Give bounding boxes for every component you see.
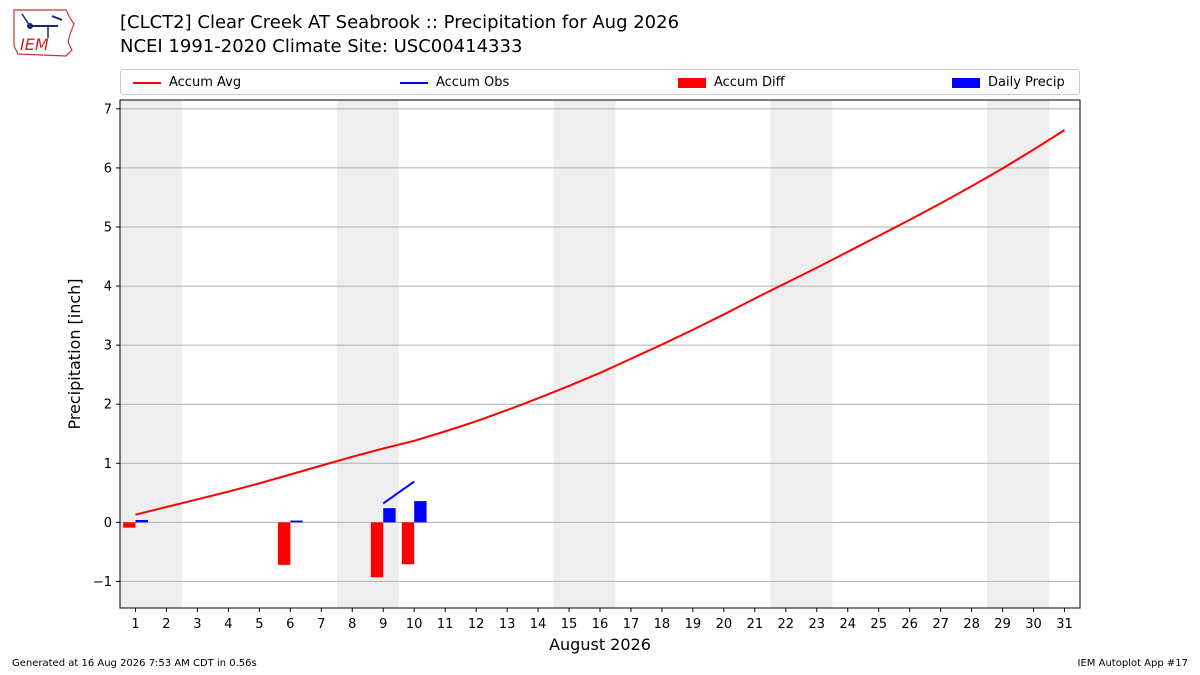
app-credit: IEM Autoplot App #17 [1077,658,1188,669]
x-tick-label-21: 22 [778,617,795,632]
legend-item-daily-precip: Daily Precip [952,74,1065,92]
x-tick-label-17: 18 [654,617,671,632]
chart-legend: Accum Avg Accum Obs Accum Diff Daily Pre… [120,69,1080,95]
accum-diff-bar-10 [401,522,415,565]
x-axis-label: August 2026 [549,635,651,654]
x-tick-label-28: 29 [994,617,1011,632]
x-tick-label-5: 6 [286,617,294,632]
legend-label-accum-obs: Accum Obs [436,75,510,90]
x-tick-label-29: 30 [1025,617,1042,632]
weekend-band-2 [553,100,616,608]
daily-precip-bar-10 [414,501,427,523]
accum-diff-bar-6 [277,522,291,565]
x-tick-label-4: 5 [255,617,263,632]
y-tick-label-6: 5 [104,221,112,236]
x-tick-label-7: 8 [348,617,356,632]
legend-swatch-accum-obs [400,81,428,84]
x-tick-label-30: 31 [1056,617,1073,632]
x-tick-label-8: 9 [379,617,387,632]
legend-item-accum-avg: Accum Avg [133,74,241,92]
accum-diff-bar-1 [123,522,136,528]
x-tick-label-9: 10 [406,617,423,632]
y-tick-label-5: 4 [104,280,112,295]
legend-swatch-daily-precip [952,77,980,88]
daily-precip-bar-1 [135,519,148,523]
x-tick-label-23: 24 [839,617,856,632]
chart-subtitle: NCEI 1991-2020 Climate Site: USC00414333 [120,36,523,57]
legend-label-daily-precip: Daily Precip [988,75,1065,90]
accum-obs-line [382,480,415,505]
x-tick-label-24: 25 [870,617,887,632]
weekend-band-1 [336,100,399,608]
y-tick-label-8: 7 [104,102,112,117]
weekend-band-4 [987,100,1050,608]
generated-timestamp: Generated at 16 Aug 2026 7:53 AM CDT in … [12,658,257,669]
x-tick-label-26: 27 [932,617,949,632]
legend-item-accum-diff: Accum Diff [678,74,785,92]
x-tick-label-2: 3 [193,617,201,632]
y-tick-label-4: 3 [104,339,112,354]
accum-diff-bar-9 [370,522,384,578]
legend-label-accum-avg: Accum Avg [169,75,242,90]
weekend-band-3 [770,100,833,608]
iowa-state-weather-icon: IEM [13,9,75,57]
y-tick-label-3: 2 [104,398,112,413]
y-tick-label-1: 0 [104,516,112,531]
x-tick-label-27: 28 [963,617,980,632]
x-tick-label-11: 12 [468,617,485,632]
x-tick-label-6: 7 [317,617,325,632]
x-tick-label-10: 11 [437,617,454,632]
legend-swatch-accum-avg [133,81,161,84]
x-tick-label-18: 19 [685,617,702,632]
x-tick-label-15: 16 [592,617,609,632]
legend-swatch-accum-diff [678,77,706,88]
legend-item-accum-obs: Accum Obs [400,74,509,92]
y-tick-label-0: −1 [93,575,112,590]
iem-logo: IEM [8,6,80,58]
x-tick-label-20: 21 [747,617,764,632]
accum-avg-line [135,129,1066,516]
plot-frame [119,99,1081,609]
x-tick-label-16: 17 [623,617,640,632]
weekend-band-0 [120,100,182,608]
x-tick-label-22: 23 [809,617,826,632]
x-tick-label-25: 26 [901,617,918,632]
x-tick-label-3: 4 [224,617,232,632]
x-tick-label-13: 14 [530,617,547,632]
chart-title: [CLCT2] Clear Creek AT Seabrook :: Preci… [120,12,680,33]
daily-precip-bar-6 [290,520,303,523]
daily-precip-bar-9 [383,508,396,523]
x-tick-label-1: 2 [162,617,170,632]
logo-text: IEM [20,35,49,54]
x-tick-label-12: 13 [499,617,516,632]
y-tick-label-7: 6 [104,161,112,176]
legend-label-accum-diff: Accum Diff [714,75,785,90]
y-axis-label: Precipitation [inch] [65,278,84,429]
x-tick-label-19: 20 [716,617,733,632]
y-tick-label-2: 1 [104,457,112,472]
x-tick-label-14: 15 [561,617,578,632]
x-tick-label-0: 1 [131,617,139,632]
